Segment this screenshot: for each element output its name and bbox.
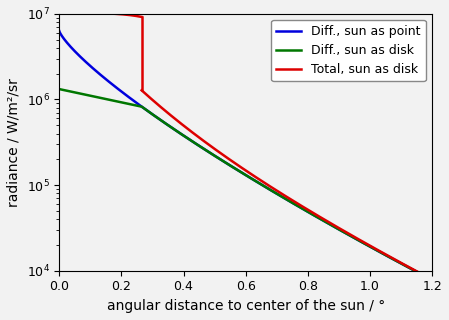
Diff., sun as disk: [299, 206, 304, 210]
Diff., sun as disk: [199, 146, 204, 149]
Y-axis label: radiance / W/m²/sr: radiance / W/m²/sr: [7, 78, 21, 207]
Diff., sun as disk: [124, 101, 130, 105]
Diff., sun as point: [280, 196, 286, 199]
Diff., sun as point: [363, 243, 369, 246]
Diff., sun as disk: [280, 196, 286, 199]
Total, sun as disk: [105, 12, 110, 15]
Total, sun as disk: [139, 15, 144, 19]
Diff., sun as point: [124, 94, 130, 98]
Total, sun as disk: [57, 11, 62, 15]
Diff., sun as point: [335, 227, 340, 230]
Diff., sun as point: [299, 206, 304, 210]
Diff., sun as point: [57, 29, 62, 33]
Line: Total, sun as disk: Total, sun as disk: [59, 13, 141, 17]
Total, sun as disk: [97, 11, 102, 15]
Diff., sun as point: [430, 278, 435, 282]
Line: Diff., sun as disk: Diff., sun as disk: [59, 89, 432, 280]
Diff., sun as disk: [57, 87, 62, 91]
Diff., sun as disk: [335, 227, 340, 230]
Total, sun as disk: [102, 12, 108, 15]
X-axis label: angular distance to center of the sun / °: angular distance to center of the sun / …: [106, 299, 385, 313]
Total, sun as disk: [107, 12, 112, 15]
Total, sun as disk: [73, 11, 78, 15]
Line: Diff., sun as point: Diff., sun as point: [59, 31, 432, 280]
Legend: Diff., sun as point, Diff., sun as disk, Total, sun as disk: Diff., sun as point, Diff., sun as disk,…: [272, 20, 426, 82]
Diff., sun as point: [199, 146, 204, 149]
Total, sun as disk: [95, 11, 101, 15]
Diff., sun as disk: [430, 278, 435, 282]
Diff., sun as disk: [363, 243, 369, 246]
